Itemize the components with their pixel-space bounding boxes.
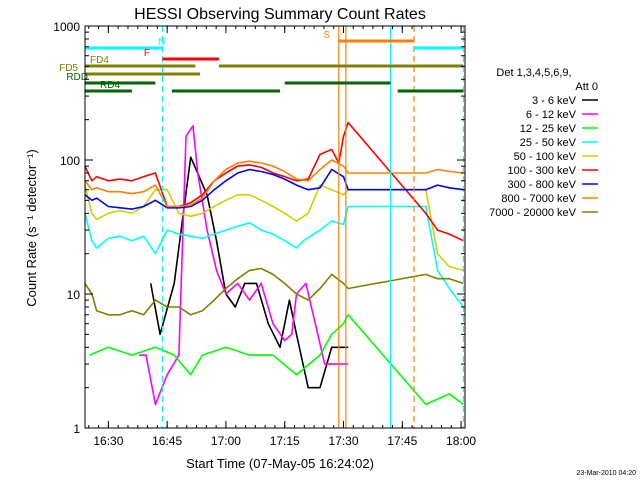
legend-label-300-800-kev: 300 - 800 keV xyxy=(508,179,577,191)
state-label-n: N xyxy=(158,37,165,48)
x-tick-label: 16:30 xyxy=(93,434,123,448)
axes: 16:30 16:45 17:00 17:15 17:30 17:45 18:00 1 10 10… xyxy=(53,20,476,448)
x-tick-label: 16:45 xyxy=(152,434,182,448)
state-label-rd4: RD4 xyxy=(100,80,120,91)
legend-header-line2: Att 0 xyxy=(575,81,598,93)
state-label-fd5: FD5 xyxy=(59,63,78,74)
series-line-800-7000-kev xyxy=(84,159,464,208)
x-tick-label: 17:30 xyxy=(328,434,358,448)
legend-label-100-300-kev: 100 - 300 keV xyxy=(508,165,577,177)
state-label-s: S xyxy=(323,30,330,41)
legend-label-6-12-kev: 6 - 12 keV xyxy=(526,109,577,121)
series-line-25-50-kev xyxy=(84,205,465,308)
legend-label-800-7000-kev: 800 - 7000 keV xyxy=(501,193,576,205)
series-line-100-300-kev xyxy=(84,121,464,242)
series-line-12-25-kev xyxy=(89,314,464,406)
y-tick-label: 100 xyxy=(60,154,80,168)
legend: 3 - 6 keV 6 - 12 keV 12 - 25 keV 25 - 50 ke… xyxy=(489,95,598,219)
y-tick-label: 1 xyxy=(73,422,80,436)
x-tick-label: 17:45 xyxy=(387,434,417,448)
legend-label-50-100-kev: 50 - 100 keV xyxy=(514,151,577,163)
legend-header-line1: Det 1,3,4,5,6,9, xyxy=(496,67,571,79)
chart-title: HESSI Observing Summary Count Rates xyxy=(134,6,426,23)
x-tick-label: 18:00 xyxy=(446,434,476,448)
y-tick-label: 10 xyxy=(67,288,81,302)
y-tick-label: 1000 xyxy=(53,20,80,34)
legend-label-7000-20000-kev: 7000 - 20000 keV xyxy=(489,207,577,219)
y-axis-label: Count Rate (s⁻¹ detector⁻¹) xyxy=(24,149,39,307)
series-line-3-6-kev xyxy=(149,156,349,389)
legend-label-12-25-kev: 12 - 25 keV xyxy=(520,123,577,135)
x-axis-label: Start Time (07-May-05 16:24:02) xyxy=(186,456,374,471)
x-tick-label: 17:15 xyxy=(270,434,300,448)
state-label-fd4: FD4 xyxy=(90,55,109,66)
series-line-300-800-kev xyxy=(84,168,464,210)
footer-timestamp: 23-Mar-2010 04:20 xyxy=(576,470,636,477)
data-layer xyxy=(84,26,465,428)
state-label-rdd: RDD xyxy=(66,72,88,83)
series-line-6-12-kev xyxy=(138,125,349,406)
state-label-f: F xyxy=(144,48,150,59)
series-line-7000-20000-kev xyxy=(84,267,464,316)
legend-label-3-6-kev: 3 - 6 keV xyxy=(532,95,577,107)
x-tick-label: 17:00 xyxy=(211,434,241,448)
series-line-50-100-kev xyxy=(84,184,464,272)
legend-label-25-50-kev: 25 - 50 keV xyxy=(520,137,577,149)
